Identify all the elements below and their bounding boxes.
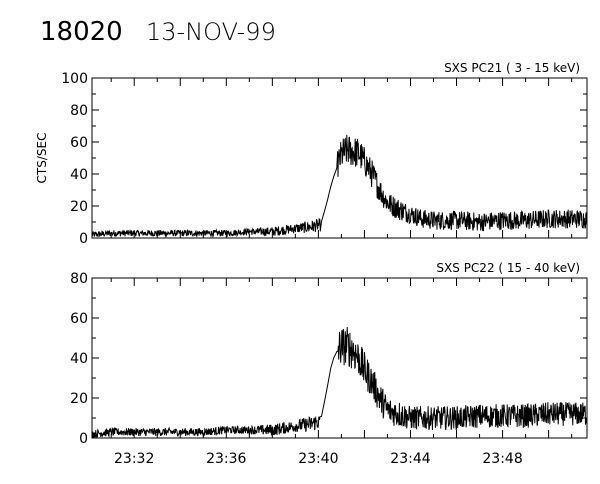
x-tick-label: 23:36 <box>206 451 246 467</box>
panel-title: SXS PC22 ( 15 - 40 keV) <box>436 261 580 275</box>
y-tick-label: 40 <box>70 351 88 367</box>
panel-title: SXS PC21 ( 3 - 15 keV) <box>444 61 580 75</box>
panel-pc21: SXS PC21 ( 3 - 15 keV) CTS/SEC 0 20 40 60 80 10… <box>35 61 588 247</box>
x-tick-label: 23:44 <box>390 451 430 467</box>
y-tick-label: 80 <box>70 271 88 287</box>
y-axis-label: CTS/SEC <box>35 133 49 184</box>
y-tick-label: 0 <box>79 431 88 447</box>
header-date: 13-NOV-99 <box>146 18 276 46</box>
y-tick-label: 60 <box>70 311 88 327</box>
x-tick-label: 23:40 <box>298 451 338 467</box>
series-line <box>91 326 588 438</box>
y-tick-label: 60 <box>70 135 88 151</box>
y-tick-label: 0 <box>79 231 88 247</box>
plot-frame <box>91 277 588 439</box>
header-id: 18020 <box>40 17 123 47</box>
y-tick-label: 100 <box>61 71 88 87</box>
panel-pc22: SXS PC22 ( 15 - 40 keV) 0 20 40 60 80 23:32 23:… <box>70 261 588 467</box>
y-tick-label: 80 <box>70 103 88 119</box>
x-tick-label: 23:48 <box>482 451 522 467</box>
series-line <box>91 134 588 239</box>
x-tick-label: 23:32 <box>114 451 154 467</box>
y-tick-label: 40 <box>70 167 88 183</box>
y-tick-label: 20 <box>70 199 88 215</box>
y-tick-label: 20 <box>70 391 88 407</box>
